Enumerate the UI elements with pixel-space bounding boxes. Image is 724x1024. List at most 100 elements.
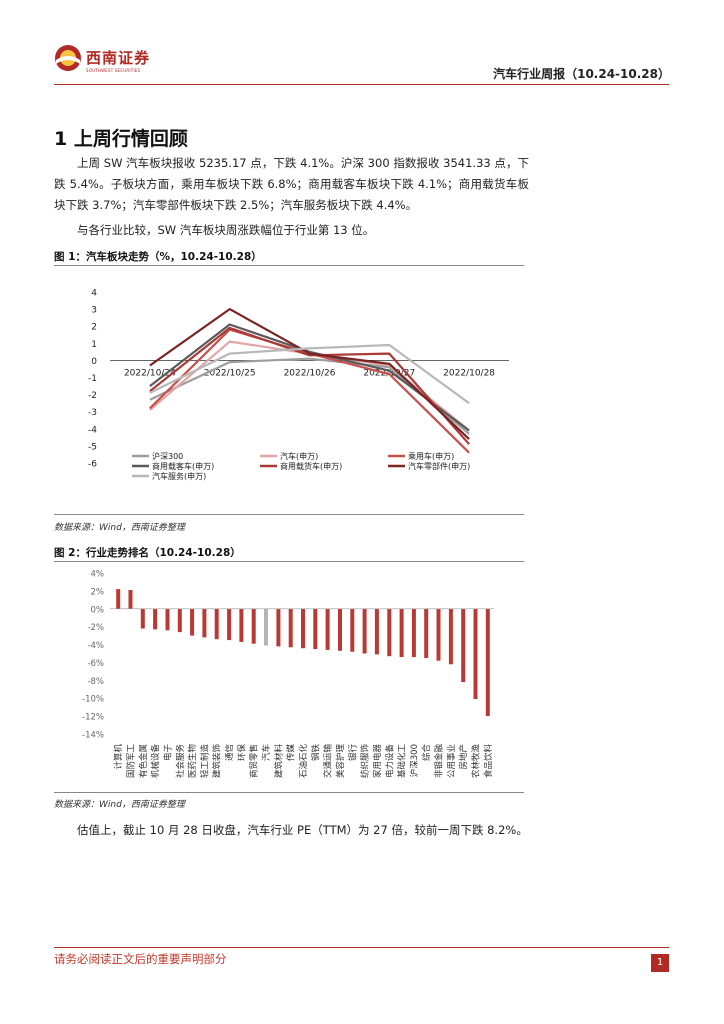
x-tick-label: 公用事业 [446,744,457,778]
x-tick-label: 石油石化 [298,744,309,779]
y-tick-label: -8% [87,677,104,687]
legend-label: 汽车服务(申万) [152,471,206,481]
y-tick-label: 3 [91,306,97,316]
report-title: 汽车行业周报（10.24-10.28） [493,67,670,81]
x-tick-label: 纺织服饰 [360,744,371,779]
figure1-source: 数据来源：Wind，西南证券整理 [54,523,185,533]
y-tick-label: 0% [91,605,105,615]
y-tick-label: -5 [88,442,97,452]
bar [424,608,429,658]
bar [288,608,293,648]
figure1-rule-bottom [54,514,524,515]
x-tick-label: 电子 [163,744,174,762]
brand-name-en: SOUTHWEST SECURITIES [86,68,141,73]
footer-divider [54,947,669,948]
bar [448,608,453,665]
x-tick-label: 2022/10/25 [204,368,256,378]
x-tick-label: 基础化工 [397,744,408,779]
x-tick-label: 2022/10/26 [284,368,336,378]
y-tick-label: -10% [82,695,104,705]
bar [473,608,478,700]
y-tick-label: -12% [82,713,104,723]
x-tick-label: 2022/10/24 [124,368,176,378]
page-number: 1 [651,954,669,972]
bar [276,608,281,647]
legend-label: 乘用车(申万) [408,451,454,461]
legend-label: 汽车零部件(申万) [408,461,470,471]
figure2-bar-chart: 4% 2% 0% -2% -4% -6% -8% -10% -12% -14% 计算机 国防军工 有色金… [82,570,494,779]
x-tick-label: 传媒 [286,744,297,762]
y-tick-label: -2% [87,623,104,633]
x-tick-label: 商贸零售 [249,744,260,778]
logo-icon [55,45,81,71]
y-tick-label: 0 [91,357,97,367]
bar [116,589,121,609]
x-tick-label: 房地产 [458,744,469,770]
paragraph-1: 上周 SW 汽车板块报收 5235.17 点，下跌 4.1%。沪深 300 指数… [54,156,529,212]
y-tick-label: 4 [91,289,97,299]
bar [461,608,466,683]
y-tick-label: -2 [88,391,97,401]
y-tick-label: -14% [82,731,104,741]
bar [264,608,268,646]
x-tick-label: 交通运输 [323,744,334,779]
y-tick-label: 2 [91,323,97,333]
x-tick-label: 社会服务 [175,744,186,779]
x-tick-label: 机械设备 [150,744,161,779]
bar [165,608,170,631]
footer-disclaimer: 请务必阅读正文后的重要声明部分 [54,952,227,966]
bar [374,608,379,655]
series-line [149,326,470,445]
legend-label: 沪深300 [152,451,183,461]
bar [325,608,330,650]
y-tick-label: -4 [88,425,97,435]
x-tick-label: 建筑装饰 [212,744,223,779]
bar [190,608,195,636]
legend-label: 汽车(申万) [280,451,318,461]
bar [362,608,367,654]
bar [239,608,244,642]
y-tick-label: 4% [91,570,105,580]
legend-label: 商用载货车(申万) [280,461,342,471]
series-line [149,323,470,432]
bar [485,608,490,717]
bar [399,608,404,658]
x-tick-label: 非银金融 [434,744,445,779]
y-tick-label: -6% [87,659,104,669]
x-tick-label: 医药生物 [187,744,198,779]
x-tick-label: 电力设备 [384,744,395,779]
figure2-rule-top [54,561,524,562]
x-tick-label: 钢铁 [310,744,321,762]
bar [177,608,182,633]
x-tick-label: 建筑材料 [273,744,284,779]
y-tick-label: 2% [91,587,105,597]
paragraph-2: 与各行业比较，SW 汽车板块周涨跌幅位于行业第 13 位。 [77,223,375,237]
header: 西南证券 SOUTHWEST SECURITIES 汽车行业周报（10.24-1… [0,0,724,90]
x-tick-label: 沪深300 [409,744,420,777]
figure2-rule-bottom [54,792,524,793]
y-tick-label: -4% [87,641,104,651]
figure1-title: 图 1：汽车板块走势（%，10.24-10.28） [54,251,262,263]
y-tick-label: -6 [88,460,97,470]
x-tick-label: 环保 [236,744,247,762]
x-tick-label: 计算机 [113,744,124,770]
x-tick-label: 2022/10/28 [443,368,495,378]
bar [338,608,342,651]
legend-label: 商用载客车(申万) [152,461,214,471]
x-tick-label: 有色金属 [138,744,149,778]
x-tick-label: 家用电器 [372,744,383,779]
x-tick-label: 食品饮料 [483,744,494,779]
bar [227,608,232,641]
figure1-rule-top [54,265,524,266]
bar [436,608,441,661]
bar [301,608,305,649]
x-tick-label: 轻工制造 [199,744,210,779]
series-line [149,343,470,405]
x-tick-label: 通信 [224,744,235,762]
bar [411,608,416,658]
x-tick-label: 国防军工 [126,744,137,779]
x-tick-label: 综合 [421,744,432,762]
y-tick-label: -3 [88,408,97,418]
bar [251,608,256,644]
x-tick-label: 农林牧渔 [471,744,482,779]
